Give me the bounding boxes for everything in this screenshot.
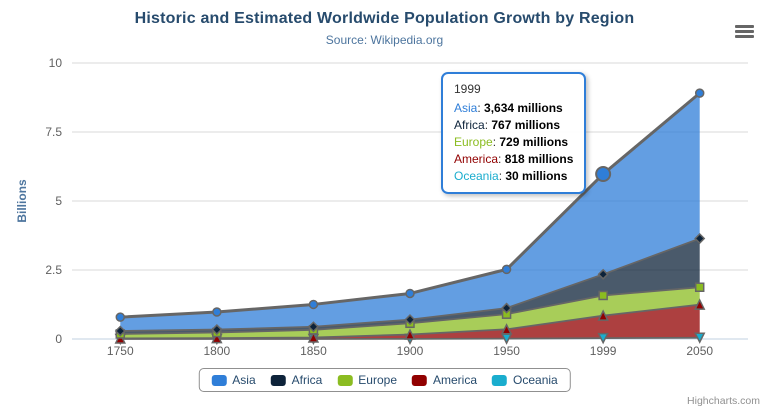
tooltip-row: Asia: 3,634 millions bbox=[454, 101, 563, 115]
svg-text:1950: 1950 bbox=[493, 344, 520, 358]
tooltip: 1999 Asia: 3,634 millions Africa: 767 mil… bbox=[441, 72, 587, 194]
x-axis-labels: 1750 1800 1850 1900 1950 1999 2050 bbox=[107, 344, 713, 358]
legend-item-oceania[interactable]: Oceania bbox=[492, 373, 558, 387]
hover-marker[interactable] bbox=[595, 166, 612, 183]
area-bands bbox=[120, 93, 700, 339]
y-axis-labels: 0 2.5 5 7.5 10 bbox=[45, 56, 62, 346]
svg-text:7.5: 7.5 bbox=[45, 125, 62, 139]
square-marker[interactable] bbox=[694, 282, 705, 292]
circle-marker[interactable] bbox=[212, 307, 222, 317]
chart-subtitle: Source: Wikipedia.org bbox=[325, 33, 444, 47]
svg-text:1850: 1850 bbox=[300, 344, 327, 358]
legend-swatch-america bbox=[412, 374, 428, 386]
tooltip-row: Europe: 729 millions bbox=[454, 135, 569, 149]
triangle-marker[interactable] bbox=[404, 328, 416, 340]
legend-swatch-asia bbox=[211, 374, 227, 386]
chart-title: Historic and Estimated Worldwide Populat… bbox=[134, 10, 635, 27]
y-axis-title: Billions bbox=[15, 179, 29, 223]
tooltip-header: 1999 bbox=[454, 82, 481, 96]
svg-text:0: 0 bbox=[55, 332, 62, 346]
svg-text:1750: 1750 bbox=[107, 344, 134, 358]
area-africa[interactable] bbox=[120, 238, 700, 334]
svg-text:5: 5 bbox=[55, 194, 62, 208]
svg-text:1900: 1900 bbox=[397, 344, 424, 358]
hamburger-menu-icon bbox=[735, 25, 755, 38]
circle-marker[interactable] bbox=[115, 312, 126, 322]
circle-marker[interactable] bbox=[308, 299, 319, 310]
legend-item-asia[interactable]: Asia bbox=[211, 373, 256, 387]
tooltip-series-name: Oceania bbox=[454, 169, 499, 183]
triangle-marker[interactable] bbox=[211, 331, 223, 344]
svg-text:1800: 1800 bbox=[204, 344, 231, 358]
tooltip-series-name: Europe bbox=[454, 135, 493, 149]
svg-text:2.5: 2.5 bbox=[45, 263, 62, 277]
diamond-marker[interactable] bbox=[694, 232, 706, 245]
svg-text:2050: 2050 bbox=[686, 344, 713, 358]
markers-africa bbox=[114, 232, 706, 337]
legend-label: Europe bbox=[358, 373, 398, 387]
tooltip-series-name: Asia bbox=[454, 101, 478, 115]
tooltip-series-value: 767 millions bbox=[491, 118, 561, 132]
tooltip-series-name: America bbox=[454, 152, 499, 166]
diamond-marker[interactable] bbox=[404, 314, 416, 326]
triangle-marker[interactable] bbox=[500, 323, 513, 335]
legend-label: Asia bbox=[232, 373, 256, 387]
legend-label: Oceania bbox=[513, 373, 558, 387]
svg-text:1999: 1999 bbox=[590, 344, 617, 358]
tooltip-row: Africa: 767 millions bbox=[454, 118, 561, 132]
legend-item-africa[interactable]: Africa bbox=[270, 373, 323, 387]
tooltip-series-value: 818 millions bbox=[504, 152, 574, 166]
legend-label: Africa bbox=[291, 373, 323, 387]
tooltip-series-value: 729 millions bbox=[499, 135, 569, 149]
diamond-marker[interactable] bbox=[114, 325, 126, 337]
tooltip-series-value: 30 millions bbox=[505, 169, 568, 183]
legend-swatch-oceania bbox=[492, 374, 508, 386]
circle-marker[interactable] bbox=[405, 288, 415, 299]
legend: Asia Africa Europe America Oceania bbox=[198, 368, 571, 392]
tooltip-series-name: Africa bbox=[454, 118, 485, 132]
area-america[interactable] bbox=[120, 304, 700, 339]
tooltip-row: Oceania: 30 millions bbox=[454, 169, 568, 183]
legend-swatch-europe bbox=[337, 374, 353, 386]
diamond-marker[interactable] bbox=[501, 302, 513, 314]
diamond-marker[interactable] bbox=[307, 321, 319, 333]
square-marker[interactable] bbox=[598, 290, 608, 301]
area-asia[interactable] bbox=[120, 93, 700, 332]
triangle-marker[interactable] bbox=[597, 309, 609, 321]
tooltip-rows: Asia: 3,634 millions Africa: 767 millions… bbox=[454, 100, 573, 184]
legend-item-america[interactable]: America bbox=[412, 373, 477, 387]
svg-text:10: 10 bbox=[49, 56, 63, 70]
circle-marker[interactable] bbox=[694, 88, 705, 98]
triangle-marker[interactable] bbox=[694, 298, 706, 310]
triangle-down-marker[interactable] bbox=[694, 332, 706, 344]
tooltip-series-value: 3,634 millions bbox=[484, 101, 563, 115]
diamond-marker[interactable] bbox=[597, 268, 609, 280]
triangle-down-marker[interactable] bbox=[597, 332, 609, 345]
credits-link[interactable]: Highcharts.com bbox=[687, 395, 760, 407]
circle-marker[interactable] bbox=[501, 264, 512, 275]
export-menu-button[interactable] bbox=[733, 21, 757, 42]
legend-label: America bbox=[433, 373, 478, 387]
legend-item-europe[interactable]: Europe bbox=[337, 373, 397, 387]
markers-america bbox=[114, 298, 706, 344]
tooltip-row: America: 818 millions bbox=[454, 152, 574, 166]
triangle-marker[interactable] bbox=[307, 331, 320, 343]
diamond-marker[interactable] bbox=[211, 323, 223, 336]
legend-swatch-africa bbox=[270, 374, 286, 386]
